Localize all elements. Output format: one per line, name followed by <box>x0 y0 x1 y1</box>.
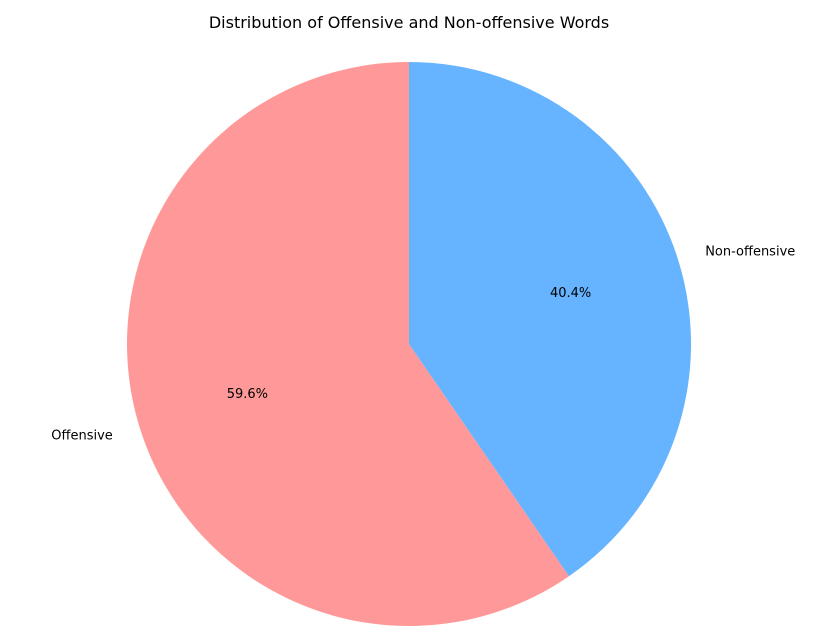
pie-slice-non-offensive <box>409 62 692 577</box>
pie-slices <box>127 62 692 627</box>
pie-pct-non-offensive: 40.4% <box>550 286 591 301</box>
chart-title: Distribution of Offensive and Non-offens… <box>209 13 609 32</box>
pie-labels: Offensive 59.6% Non-offensive 40.4% <box>51 244 795 443</box>
pie-slice-offensive <box>127 62 569 627</box>
pie-label-offensive: Offensive <box>51 429 113 444</box>
pie-label-non-offensive: Non-offensive <box>705 244 795 259</box>
pie-pct-offensive: 59.6% <box>227 387 268 402</box>
